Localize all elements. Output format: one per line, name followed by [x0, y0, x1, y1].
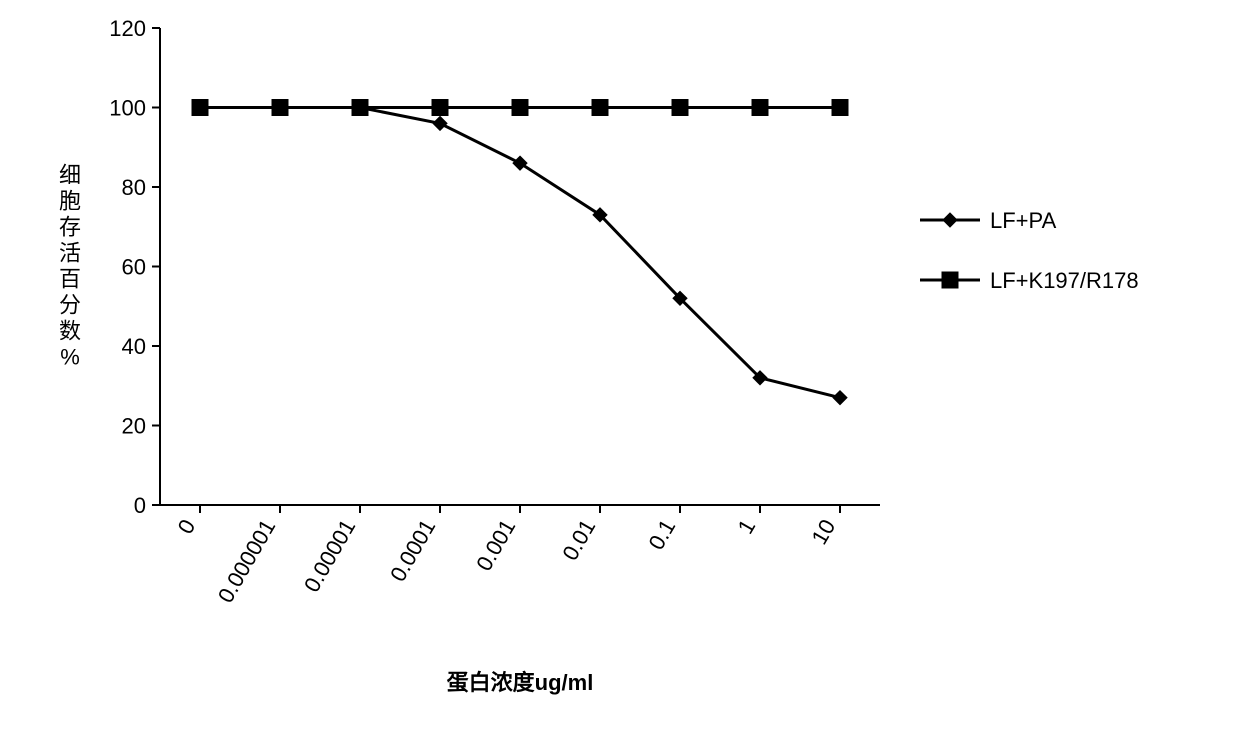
svg-text:胞: 胞 — [59, 189, 81, 214]
x-tick-label: 0.01 — [557, 515, 600, 565]
x-tick-label: 0.1 — [643, 515, 680, 554]
series-marker — [512, 100, 528, 116]
y-tick-label: 100 — [109, 96, 146, 121]
series-line — [200, 108, 840, 398]
legend-label: LF+K197/R178 — [990, 268, 1139, 293]
series-marker — [192, 100, 208, 116]
x-tick-label: 10 — [806, 515, 840, 549]
y-axis-label: 细胞存活百分数% — [59, 163, 81, 370]
series-marker — [833, 391, 847, 405]
y-tick-label: 60 — [122, 255, 146, 280]
y-tick-label: 40 — [122, 334, 146, 359]
x-tick-label: 0.0001 — [385, 515, 440, 586]
x-tick-label: 0 — [173, 515, 201, 538]
legend-label: LF+PA — [990, 208, 1057, 233]
cell-viability-chart: 0 20 40 60 80 100 120 0 0.000001 0.00001 0.0001 0.0… — [0, 0, 1240, 744]
y-tick-label: 120 — [109, 16, 146, 41]
x-axis-label: 蛋白浓度ug/ml — [447, 670, 594, 695]
svg-text:数: 数 — [59, 319, 81, 344]
svg-text:细: 细 — [59, 163, 81, 188]
series-marker — [832, 100, 848, 116]
svg-text:活: 活 — [59, 241, 81, 266]
x-tick-label: 0.00001 — [299, 515, 360, 596]
series-marker — [592, 100, 608, 116]
svg-text:存: 存 — [59, 215, 81, 240]
series-marker — [672, 100, 688, 116]
chart-container: 0 20 40 60 80 100 120 0 0.000001 0.00001 0.0001 0.0… — [0, 0, 1240, 744]
series-marker — [272, 100, 288, 116]
svg-text:百: 百 — [59, 267, 81, 292]
series-marker — [752, 100, 768, 116]
series-marker — [352, 100, 368, 116]
x-tick-label: 0.001 — [471, 515, 520, 575]
series-marker — [433, 116, 447, 130]
legend-marker — [942, 272, 958, 288]
legend-marker — [943, 213, 957, 227]
svg-text:分: 分 — [59, 293, 81, 318]
y-tick-label: 80 — [122, 175, 146, 200]
svg-text:%: % — [60, 345, 80, 370]
x-tick-label: 0.000001 — [213, 515, 281, 607]
x-tick-label: 1 — [733, 515, 761, 538]
y-tick-label: 20 — [122, 414, 146, 439]
series-marker — [432, 100, 448, 116]
y-tick-label: 0 — [134, 493, 146, 518]
